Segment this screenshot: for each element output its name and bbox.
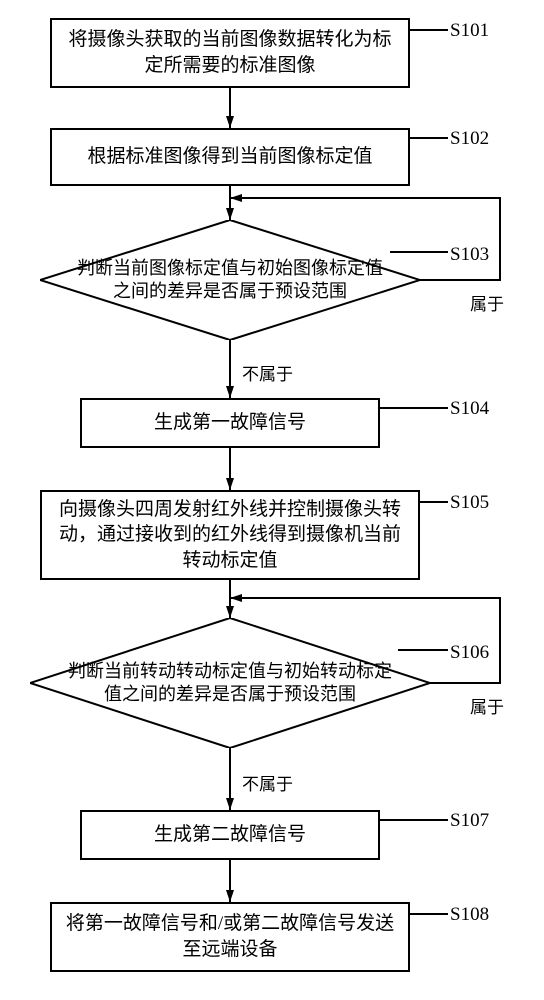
node-s105-text: 向摄像头四周发射红外线并控制摄像头转动，通过接收到的红外线得到摄像机当前转动标定…: [50, 497, 410, 574]
node-s104-text: 生成第一故障信号: [154, 410, 306, 436]
node-s103: 判断当前图像标定值与初始图像标定值之间的差异是否属于预设范围: [40, 220, 420, 340]
node-s103-text: 判断当前图像标定值与初始图像标定值之间的差异是否属于预设范围: [70, 257, 390, 304]
node-s102-text: 根据标准图像得到当前图像标定值: [87, 144, 372, 170]
node-s101-text: 将摄像头获取的当前图像数据转化为标定所需要的标准图像: [60, 27, 400, 78]
edge-label-s106-no: 不属于: [242, 770, 293, 795]
node-s104: 生成第一故障信号: [80, 398, 380, 448]
label-s108: S108: [450, 904, 489, 926]
edge-label-s106-yes: 属于: [470, 693, 504, 718]
flowchart-canvas: 将摄像头获取的当前图像数据转化为标定所需要的标准图像 S101 根据标准图像得到…: [0, 0, 544, 1000]
edge-label-s103-no: 不属于: [242, 360, 293, 385]
node-s108-text: 将第一故障信号和/或第二故障信号发送至远端设备: [60, 911, 400, 962]
label-s104: S104: [450, 398, 489, 420]
node-s105: 向摄像头四周发射红外线并控制摄像头转动，通过接收到的红外线得到摄像机当前转动标定…: [40, 490, 420, 580]
node-s106: 判断当前转动转动标定值与初始转动标定值之间的差异是否属于预设范围: [30, 618, 430, 748]
label-s106: S106: [450, 642, 489, 664]
node-s102: 根据标准图像得到当前图像标定值: [50, 128, 410, 186]
label-s107: S107: [450, 810, 489, 832]
label-s102: S102: [450, 128, 489, 150]
node-s107: 生成第二故障信号: [80, 810, 380, 860]
node-s107-text: 生成第二故障信号: [154, 822, 306, 848]
node-s106-text: 判断当前转动转动标定值与初始转动标定值之间的差异是否属于预设范围: [60, 660, 400, 707]
label-s105: S105: [450, 492, 489, 514]
edge-label-s103-yes: 属于: [470, 290, 504, 315]
node-s108: 将第一故障信号和/或第二故障信号发送至远端设备: [50, 902, 410, 972]
label-s103: S103: [450, 244, 489, 266]
label-s101: S101: [450, 20, 489, 42]
node-s101: 将摄像头获取的当前图像数据转化为标定所需要的标准图像: [50, 18, 410, 88]
